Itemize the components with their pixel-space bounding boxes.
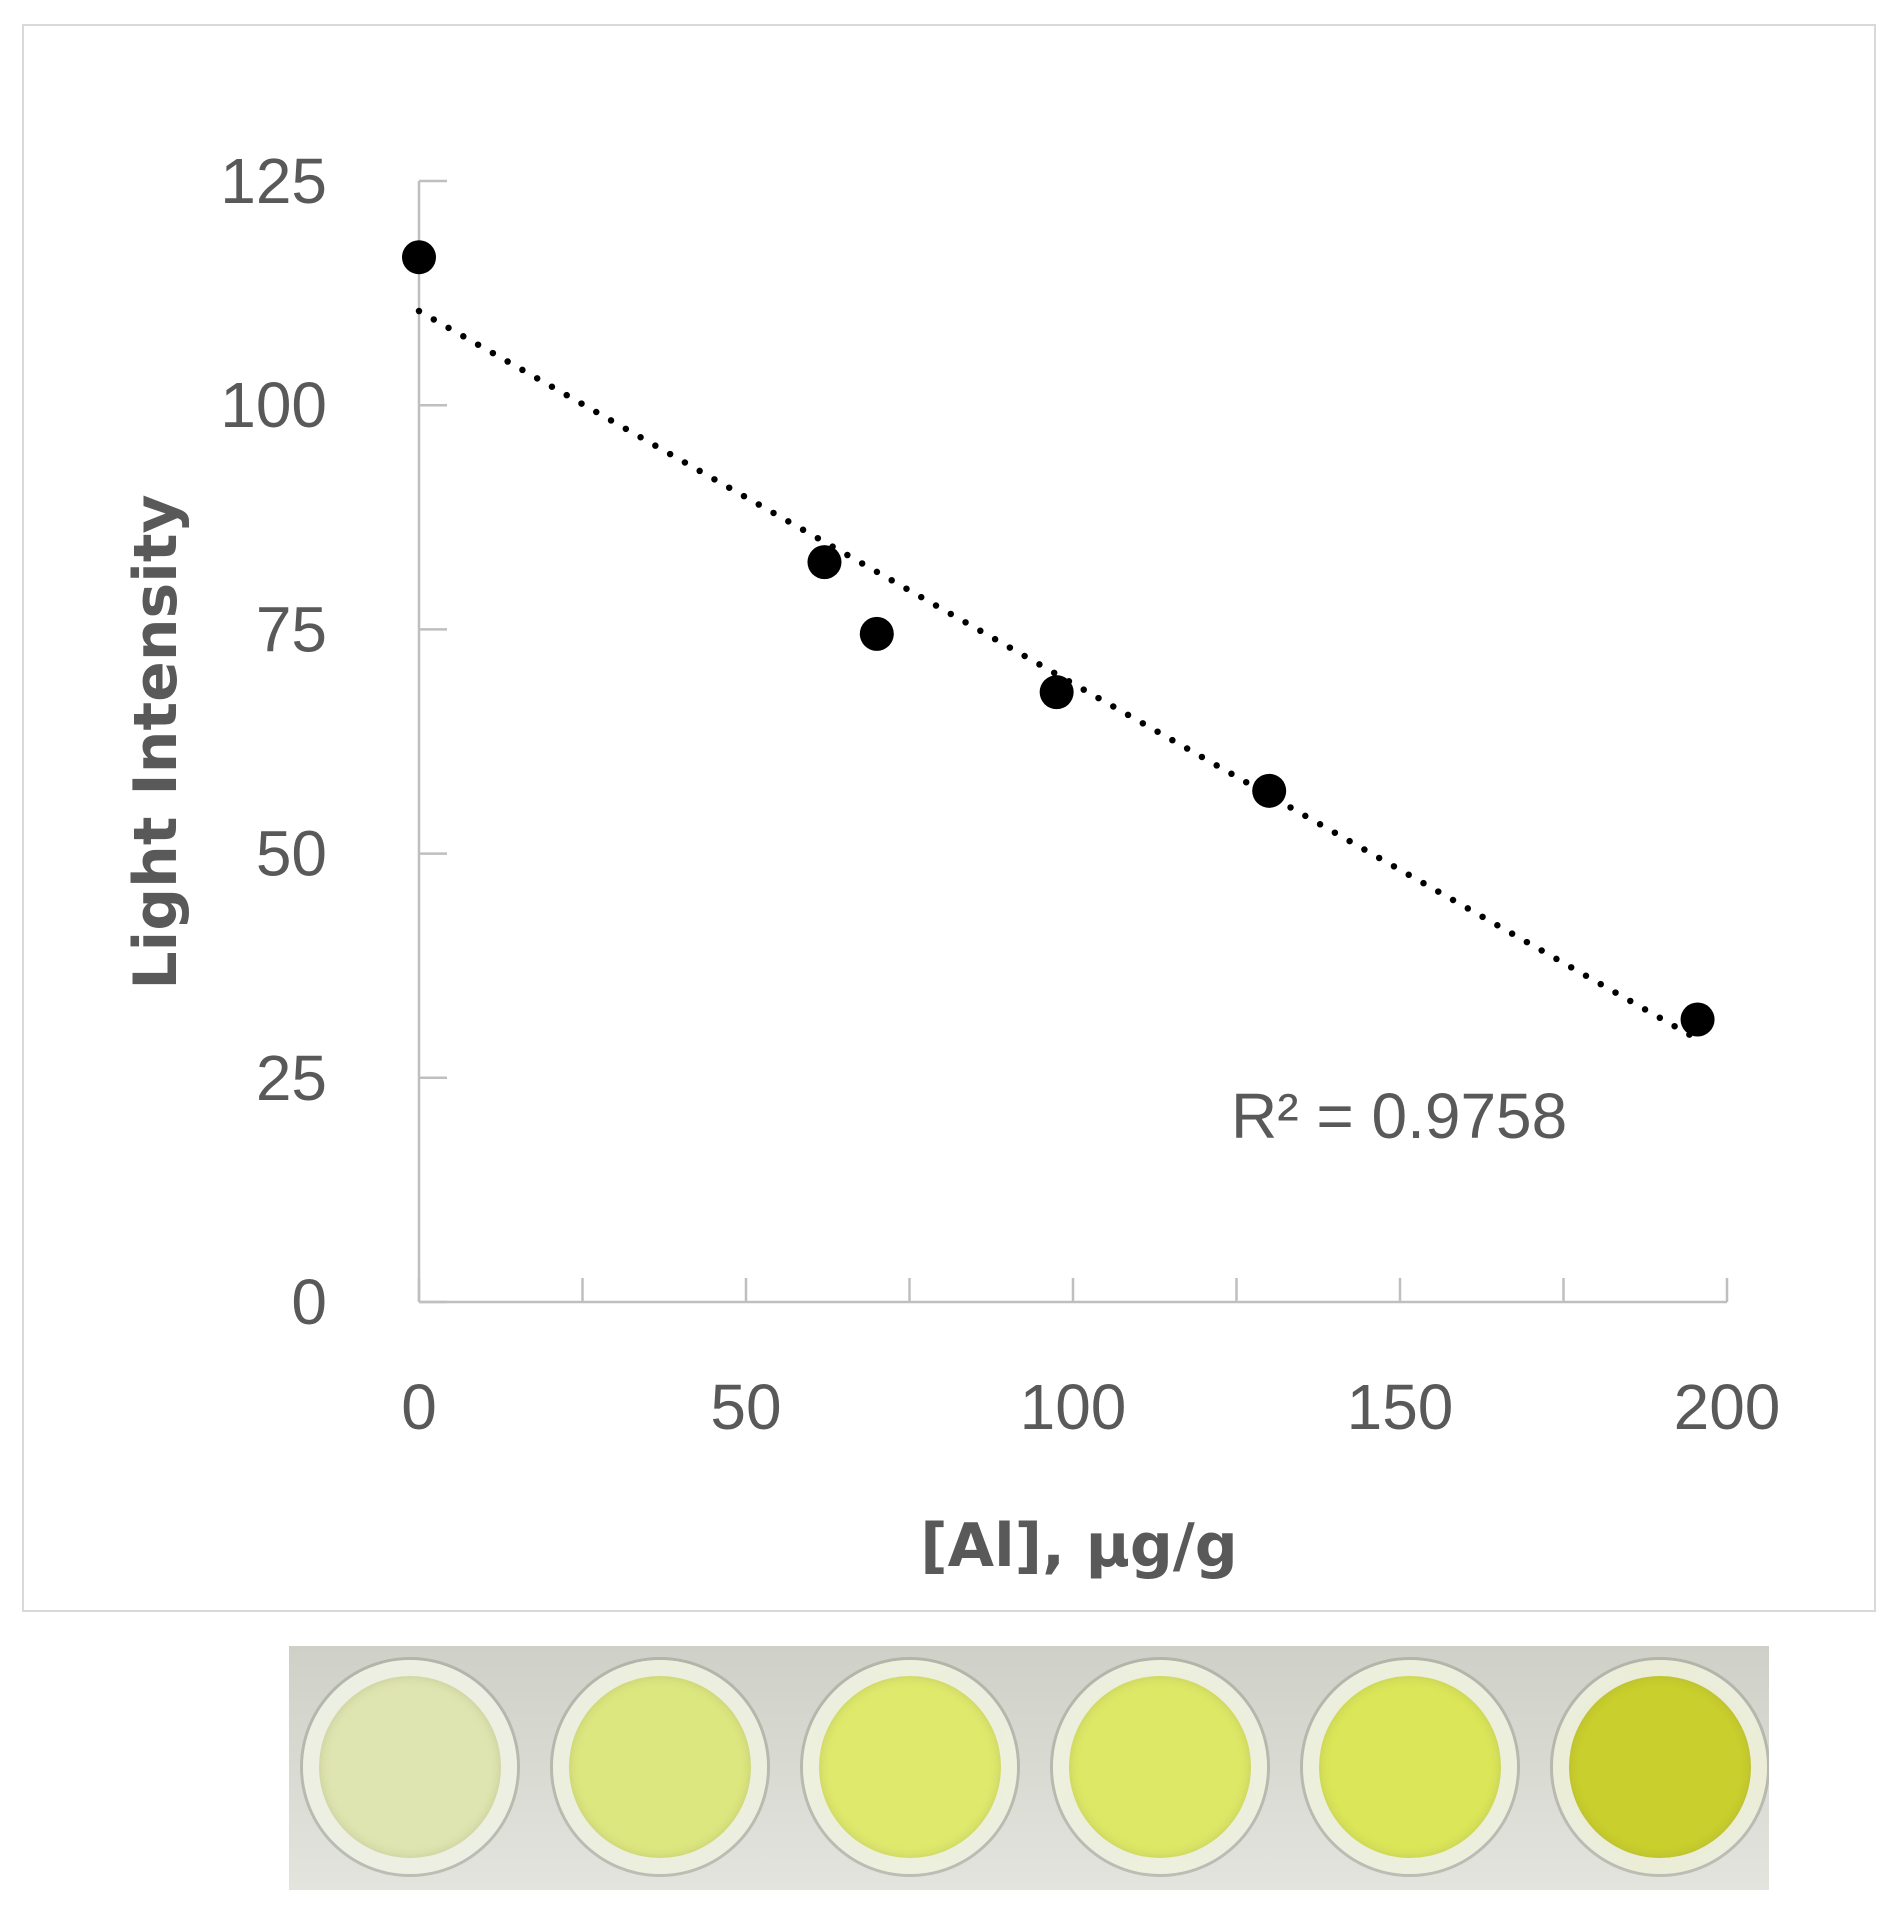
axes [417, 179, 1729, 1304]
sample-well [303, 1660, 517, 1874]
x-tick-label: 150 [1347, 1371, 1454, 1443]
sample-well [1053, 1660, 1267, 1874]
x-tick-labels: 0 50 100 150 200 [401, 1371, 1780, 1443]
y-axis-title: Light Intensity [121, 494, 191, 989]
sample-well [803, 1660, 1017, 1874]
data-point [1039, 675, 1074, 710]
y-tick-label: 0 [291, 1266, 327, 1338]
x-tick-label: 200 [1674, 1371, 1781, 1443]
r-squared-annotation: R² = 0.9758 [1231, 1080, 1567, 1152]
x-tick-label: 50 [710, 1371, 781, 1443]
y-tick-label: 100 [220, 369, 327, 441]
data-point [859, 616, 894, 651]
sample-wells-photo [289, 1646, 1769, 1890]
x-tick-label: 0 [401, 1371, 437, 1443]
y-tick-label: 125 [220, 145, 327, 217]
scatter-plot: 0 25 50 75 100 125 0 50 100 150 200 R² = 0.9758 L… [121, 145, 1780, 1581]
data-point [402, 240, 436, 275]
sample-well [1553, 1660, 1767, 1874]
y-tick-label: 75 [256, 593, 327, 665]
data-point [1680, 1002, 1715, 1037]
data-point [1252, 773, 1287, 808]
x-axis-title: [Al], μg/g [920, 1511, 1238, 1581]
y-tick-label: 50 [256, 818, 327, 890]
y-tick-labels: 0 25 50 75 100 125 [220, 145, 327, 1338]
trendline-path [415, 307, 1698, 1041]
x-tick-label: 100 [1020, 1371, 1127, 1443]
trendline [415, 307, 1698, 1041]
sample-well [1303, 1660, 1517, 1874]
data-points [402, 240, 1715, 1037]
y-tick-label: 25 [256, 1042, 327, 1114]
data-point [807, 545, 842, 580]
chart-panel: 0 25 50 75 100 125 0 50 100 150 200 R² = 0.9758 L… [22, 24, 1876, 1612]
sample-well [553, 1660, 767, 1874]
